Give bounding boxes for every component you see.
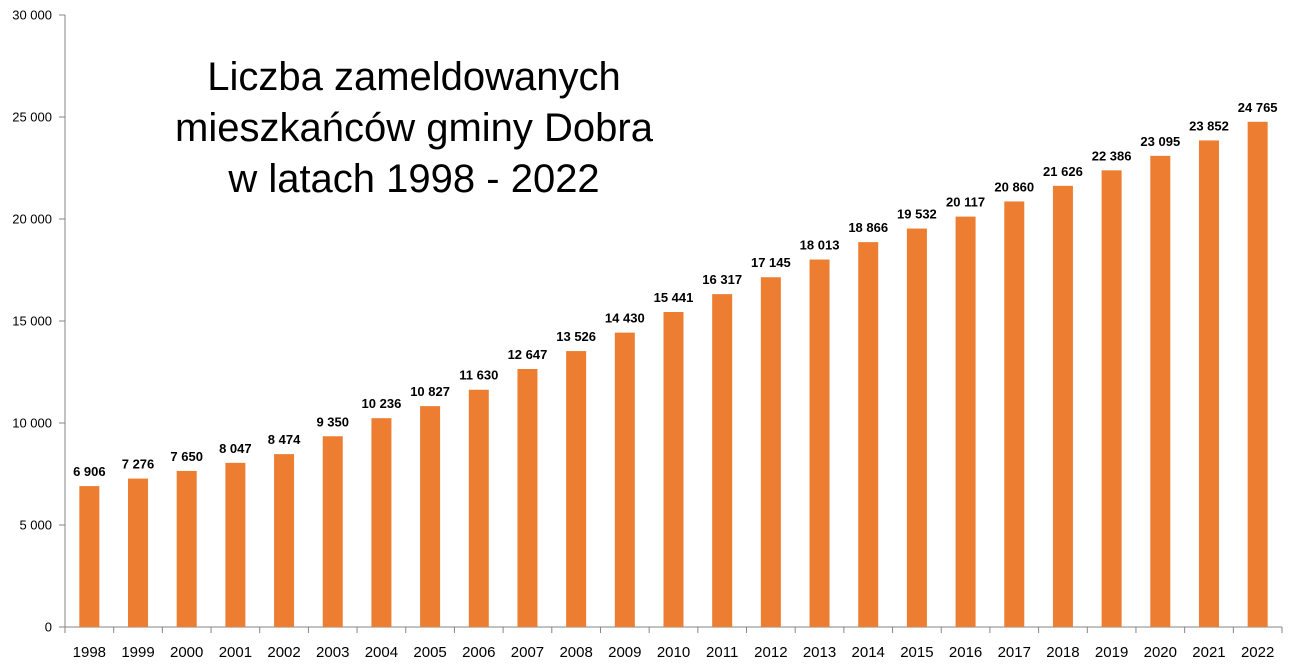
bar-value-label: 21 626 — [1043, 164, 1083, 179]
bar-value-label: 18 866 — [848, 220, 888, 235]
chart-title-line-1: Liczba zameldowanych — [207, 55, 621, 99]
bar — [274, 454, 295, 627]
x-tick-label: 2010 — [657, 644, 690, 661]
bar — [1052, 185, 1073, 628]
x-tick-label: 2004 — [365, 644, 398, 661]
bar-value-label: 12 647 — [508, 347, 548, 362]
bar-value-label: 8 474 — [268, 432, 301, 447]
y-tick-label: 15 000 — [12, 314, 52, 329]
bar — [614, 332, 635, 627]
bar — [371, 418, 392, 627]
bar — [712, 294, 733, 627]
bar-value-label: 7 650 — [170, 449, 203, 464]
x-tick-label: 2012 — [754, 644, 787, 661]
bar-value-label: 23 095 — [1140, 134, 1180, 149]
bar-value-label: 24 765 — [1238, 100, 1278, 115]
bar-value-label: 17 145 — [751, 255, 791, 270]
x-tick-label: 2003 — [316, 644, 349, 661]
chart-title: Liczba zameldowanych mieszkańców gminy D… — [175, 55, 654, 201]
bar — [760, 277, 781, 627]
x-tick-label: 2005 — [413, 644, 446, 661]
bar-value-label: 16 317 — [702, 272, 742, 287]
bar-value-label: 6 906 — [73, 464, 106, 479]
bar — [955, 216, 976, 627]
x-axis: 1998 1999 2000 2001 2002 2003 2004 2005 2006 2007… — [64, 626, 1283, 661]
bar-value-label: 9 350 — [316, 414, 349, 429]
x-tick-label: 2002 — [267, 644, 300, 661]
bar-value-label: 18 013 — [800, 238, 840, 253]
bar — [566, 351, 587, 627]
bar-value-label: 11 630 — [459, 368, 498, 383]
bar-value-label: 20 117 — [946, 195, 985, 210]
bar — [906, 228, 927, 628]
bar-value-label: 20 860 — [994, 179, 1034, 194]
x-tick-label: 2006 — [462, 644, 495, 661]
x-tick-label: 2008 — [559, 644, 592, 661]
x-tick-label: 2022 — [1241, 644, 1274, 661]
y-axis: 0 5 000 10 000 15 000 20 000 25 000 30 000 — [12, 8, 66, 635]
y-tick-label: 20 000 — [12, 212, 52, 227]
x-tick-label: 2013 — [803, 644, 836, 661]
bar — [1247, 121, 1268, 627]
bar — [128, 478, 149, 627]
bar-value-label: 10 827 — [410, 384, 450, 399]
x-tick-label: 2009 — [608, 644, 641, 661]
x-tick-label: 2021 — [1192, 644, 1225, 661]
bar — [420, 406, 441, 627]
y-tick-label: 30 000 — [12, 8, 52, 23]
bar-value-label: 19 532 — [897, 207, 937, 222]
bar-value-label: 13 526 — [556, 329, 596, 344]
x-tick-label: 2016 — [949, 644, 982, 661]
x-tick-label: 1998 — [73, 644, 106, 661]
bar — [517, 369, 538, 627]
bar-series — [79, 121, 1268, 628]
x-tick-label: 2015 — [900, 644, 933, 661]
x-tick-label: 2017 — [998, 644, 1031, 661]
x-tick-label: 2007 — [511, 644, 544, 661]
y-tick-label: 25 000 — [12, 110, 52, 125]
bar — [1150, 155, 1171, 627]
x-tick-label: 2011 — [706, 644, 738, 661]
y-tick-label: 5 000 — [19, 518, 52, 533]
x-tick-label: 2018 — [1046, 644, 1079, 661]
bar — [1198, 140, 1219, 628]
bar — [1101, 170, 1122, 627]
x-tick-label: 2000 — [170, 644, 203, 661]
bar — [176, 470, 197, 627]
bar — [809, 259, 830, 627]
bar — [79, 486, 100, 627]
bar-value-label: 10 236 — [362, 396, 402, 411]
x-tick-label: 2020 — [1144, 644, 1177, 661]
bar — [225, 462, 246, 627]
bar-value-label: 14 430 — [605, 311, 645, 326]
y-tick-label: 0 — [45, 620, 52, 635]
chart-title-line-2: mieszkańców gminy Dobra — [175, 106, 654, 150]
bar — [858, 242, 879, 627]
x-tick-label: 2001 — [219, 644, 252, 661]
bar-value-label: 7 276 — [122, 457, 155, 472]
y-tick-label: 10 000 — [12, 416, 52, 431]
bar-value-label: 23 852 — [1189, 118, 1229, 133]
bar-value-label: 22 386 — [1092, 148, 1132, 163]
bar — [468, 389, 489, 627]
bar — [1004, 201, 1025, 627]
x-tick-label: 1999 — [121, 644, 154, 661]
x-tick-label: 2014 — [852, 644, 885, 661]
chart-title-line-3: w latach 1998 - 2022 — [227, 157, 599, 201]
x-tick-label: 2019 — [1095, 644, 1128, 661]
bar-value-label: 15 441 — [654, 290, 694, 305]
data-labels: 6 906 7 276 7 650 8 047 8 474 9 350 10 236 10 8… — [73, 100, 1277, 479]
bar — [322, 436, 343, 627]
bar-value-label: 8 047 — [219, 441, 252, 456]
bar — [663, 312, 684, 627]
